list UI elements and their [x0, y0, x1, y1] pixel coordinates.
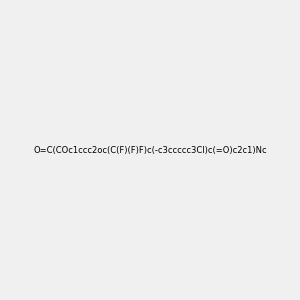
Text: O=C(COc1ccc2oc(C(F)(F)F)c(-c3ccccc3Cl)c(=O)c2c1)Nc: O=C(COc1ccc2oc(C(F)(F)F)c(-c3ccccc3Cl)c(…	[33, 146, 267, 154]
